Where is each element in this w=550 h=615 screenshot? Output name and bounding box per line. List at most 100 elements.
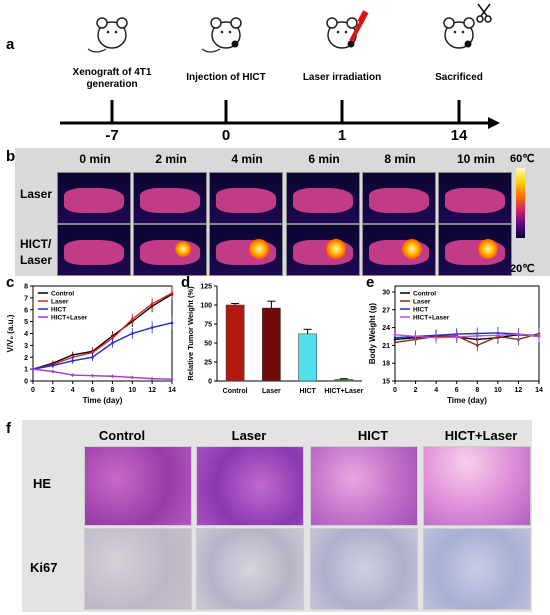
timeline-day-1: -7: [105, 127, 119, 144]
y-tick-label: 21: [382, 343, 390, 350]
mouse-laser-icon: [326, 10, 369, 49]
x-category-label: Laser: [262, 388, 281, 395]
x-tick-label: 10: [494, 387, 502, 394]
bar-Laser: [262, 307, 281, 382]
data-point: [71, 355, 75, 359]
data-point: [393, 341, 397, 344]
y-tick-label: 125: [200, 284, 212, 291]
bar-HICT+Laser: [334, 379, 354, 382]
x-tick-label: 6: [91, 387, 95, 394]
series-line-HICT+Laser: [32, 368, 173, 380]
data-point: [150, 326, 154, 329]
data-point: [475, 344, 479, 347]
y-tick-label: 0: [24, 379, 28, 386]
x-category-label: HICT+Laser: [324, 388, 363, 395]
data-point: [434, 336, 438, 339]
colorbar-max-label: 60℃: [510, 153, 535, 165]
data-point: [111, 374, 114, 378]
data-point: [71, 359, 75, 363]
tumor-hot-spot: [401, 238, 423, 260]
timeline-arrowhead: [488, 117, 500, 129]
colorbar-min-label: 20℃: [510, 263, 535, 275]
x-axis-label: Time (day): [83, 396, 123, 405]
panel-label-b: b: [6, 148, 16, 165]
histology-col-hict: HICT: [357, 428, 389, 443]
y-axis-label: Body Weight (g): [368, 303, 377, 365]
x-category-label: HICT: [299, 388, 316, 395]
mouse-body-heat: [215, 188, 277, 213]
legend-label: HICT+Laser: [413, 315, 450, 322]
x-tick-label: 0: [393, 387, 397, 394]
histology-col-control: Control: [98, 428, 146, 443]
legend-label: HICT: [51, 307, 66, 314]
mouse-body-heat: [63, 188, 125, 213]
thermal-time-2: 4 min: [231, 152, 263, 166]
data-point: [51, 364, 55, 367]
x-tick-label: 14: [535, 387, 543, 394]
legend-label: Control: [51, 291, 74, 298]
panel-label-e: e: [366, 274, 375, 291]
thermal-hict-laser-3: [286, 224, 360, 276]
histology-he-hict-laser: [423, 446, 531, 526]
thermal-hict-laser-4: [362, 224, 436, 276]
timeline-day-4: 14: [450, 127, 468, 144]
y-tick-label: 3: [24, 343, 28, 350]
tumor-hot-spot: [174, 240, 192, 258]
x-tick-label: 8: [475, 387, 479, 394]
data-point: [51, 370, 55, 373]
series-line-Laser: [394, 332, 540, 347]
y-axis-label: V/V₀ (a.u.): [6, 314, 15, 352]
thermal-time-0: 0 min: [79, 152, 111, 166]
x-tick-label: 8: [110, 387, 114, 394]
data-point: [496, 333, 500, 337]
thermal-time-3: 6 min: [308, 152, 340, 166]
legend-label: Control: [413, 291, 436, 298]
bar-Control: [225, 304, 245, 382]
timeline-step-4-label: Sacrificed: [435, 72, 483, 83]
histology-ki67-laser: [196, 528, 304, 610]
y-tick-label: 6: [24, 307, 28, 314]
mouse-icon: [87, 17, 128, 53]
x-tick-label: 2: [414, 387, 418, 394]
legend-label: HICT+Laser: [51, 315, 88, 322]
histology-he-laser: [196, 446, 304, 526]
bar-HICT: [298, 333, 317, 382]
y-tick-label: 8: [24, 284, 28, 291]
data-point: [71, 373, 75, 377]
timeline-step-1-label: Xenograft of 4T1 generation: [72, 67, 152, 90]
y-tick-label: 100: [200, 303, 212, 310]
thermal-laser-2: [209, 172, 283, 224]
y-tick-label: 7: [24, 295, 28, 302]
thermal-laser-1: [133, 172, 207, 224]
x-tick-label: 14: [168, 387, 176, 394]
tumor-weight-chart: 0 25 50 75 100 125 Relative Tumor Weight (%) Co…: [186, 284, 364, 396]
panel-label-f: f: [6, 420, 11, 437]
y-tick-label: 18: [382, 361, 390, 368]
mouse-injection-icon: [201, 17, 242, 53]
mouse-body-heat: [292, 188, 354, 213]
data-point: [91, 351, 94, 354]
data-point: [130, 376, 134, 379]
x-category-label: Control: [223, 388, 248, 395]
data-point: [393, 336, 397, 339]
panel-label-d: d: [181, 274, 191, 291]
legend-label: HICT: [413, 307, 428, 314]
y-tick-label: 2: [24, 355, 28, 362]
data-point: [150, 377, 154, 380]
x-tick-label: 12: [148, 387, 156, 394]
series-line-HICT+Laser: [394, 333, 540, 339]
thermal-hict-laser-2: [209, 224, 283, 276]
thermal-hict-laser-1: [133, 224, 207, 276]
x-axis-label: Time (day): [447, 396, 487, 405]
mouse-body-heat: [139, 188, 201, 213]
thermal-laser-5: [438, 172, 512, 224]
thermal-hict-laser-0: [57, 224, 131, 276]
data-point: [130, 317, 134, 321]
mouse-body-heat: [444, 188, 506, 213]
x-tick-label: 4: [434, 387, 438, 394]
timeline-day-2: 0: [221, 127, 231, 144]
x-tick-label: 12: [515, 387, 523, 394]
data-point: [31, 367, 35, 371]
y-tick-label: 27: [382, 307, 390, 314]
